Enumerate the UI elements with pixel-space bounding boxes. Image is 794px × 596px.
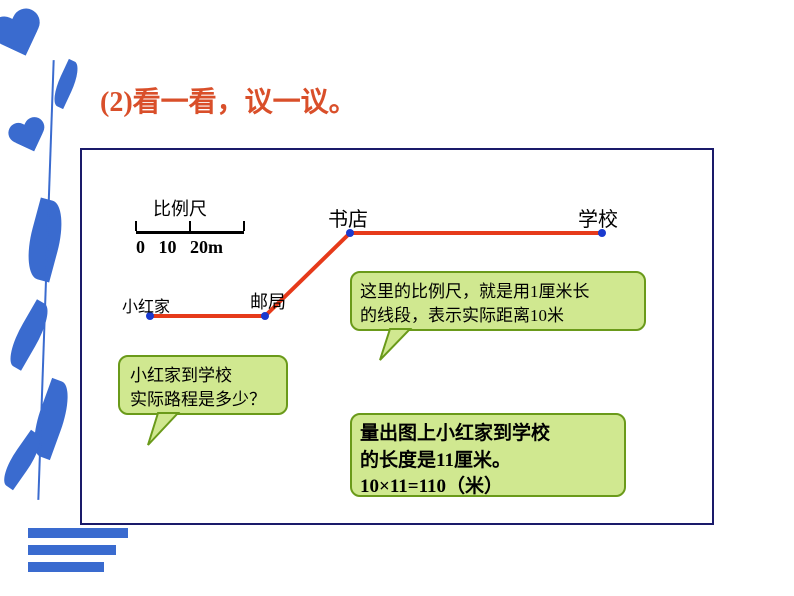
deco-heart-1 xyxy=(4,114,55,165)
label-school: 学校 xyxy=(578,203,618,232)
bubble-hint-text: 这里的比例尺，就是用1厘米长 的线段，表示实际距离10米 xyxy=(360,280,590,328)
label-post: 邮局 xyxy=(250,288,286,314)
bubble-ans-text: 量出图上小红家到学校 的长度是11厘米。 10×11=110（米） xyxy=(360,421,550,501)
deco-leaf-2 xyxy=(2,299,56,371)
deco-heart-0 xyxy=(0,5,55,75)
slide-heading: (2)看一看，议一议。 xyxy=(100,80,357,120)
bubble-hint-tail xyxy=(0,0,1,1)
heading-text: 看一看，议一议。 xyxy=(133,87,357,118)
label-home: 小红家 xyxy=(122,293,170,317)
deco-bar-1 xyxy=(28,545,116,555)
deco-bar-0 xyxy=(28,528,128,538)
label-store: 书店 xyxy=(328,203,368,232)
bubble-q-text: 小红家到学校 实际路程是多少？ xyxy=(130,364,266,412)
deco-bar-2 xyxy=(28,562,104,572)
heading-number: (2) xyxy=(100,87,133,118)
